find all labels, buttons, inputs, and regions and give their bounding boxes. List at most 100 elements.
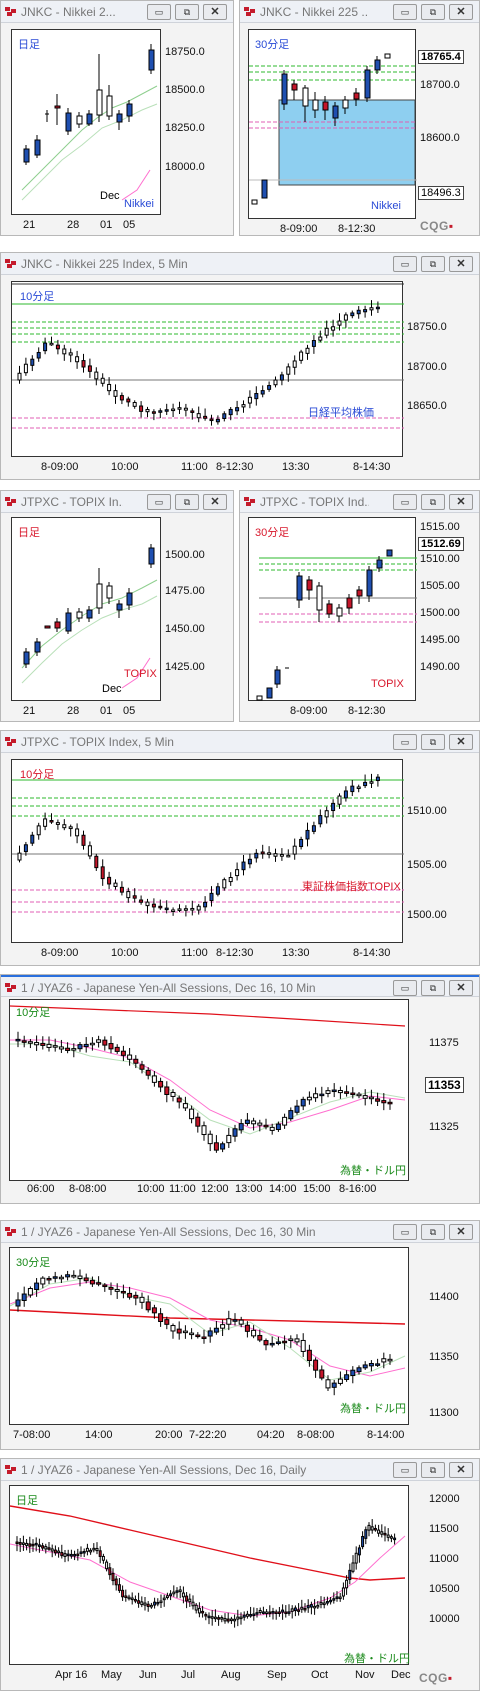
restore-button[interactable]: ⧉ <box>421 980 445 996</box>
title-bar[interactable]: JNKC - Nikkei 225 Index, 5 Min ▭ ⧉ ✕ <box>1 253 479 275</box>
x-tick: Sep <box>267 1669 287 1681</box>
y-tick: 18750.0 <box>407 321 447 333</box>
minimize-button[interactable]: ▭ <box>393 256 417 272</box>
y-tick: 11400 <box>429 1291 459 1303</box>
chart-plot[interactable]: 10分足 東証株価指数TOPIX <box>11 759 404 943</box>
candle-body <box>356 309 361 315</box>
candle-body <box>34 1042 40 1046</box>
close-button[interactable]: ✕ <box>449 256 473 272</box>
minimize-button[interactable]: ▭ <box>147 494 171 510</box>
candle-body <box>255 1612 259 1615</box>
restore-button[interactable]: ⧉ <box>421 494 445 510</box>
window-title: JTPXC - TOPIX Index, 5 Min <box>21 735 174 749</box>
close-button[interactable]: ✕ <box>449 980 473 996</box>
candle-body <box>383 1532 387 1536</box>
close-button[interactable]: ✕ <box>449 734 473 750</box>
chart-plot[interactable]: 30分足 為替・ドル円 <box>9 1247 409 1425</box>
chart-plot[interactable]: 日足 TOPIX Dec <box>11 517 161 701</box>
yen-daily-window[interactable]: 1 / JYAZ6 - Japanese Yen-All Sessions, D… <box>0 1458 480 1691</box>
candle-body <box>127 1596 131 1600</box>
x-tick: 13:00 <box>235 1183 263 1195</box>
restore-button[interactable]: ⧉ <box>175 494 199 510</box>
candle-body <box>177 407 182 410</box>
candle-body <box>356 1367 362 1373</box>
title-bar[interactable]: JTPXC - TOPIX Index, 5 Min ▭ ⧉ ✕ <box>1 731 479 753</box>
candle-body <box>207 1330 213 1337</box>
close-button[interactable]: ✕ <box>203 494 227 510</box>
close-button[interactable]: ✕ <box>449 1224 473 1240</box>
minimize-button[interactable]: ▭ <box>393 980 417 996</box>
chart-plot[interactable]: 30分足 TOPIX <box>248 517 417 701</box>
chart-svg <box>10 1005 406 1153</box>
candle-body <box>183 407 188 411</box>
restore-button[interactable]: ⧉ <box>421 256 445 272</box>
candle-body <box>319 1093 325 1097</box>
candle-body <box>282 1116 288 1126</box>
candle-body <box>172 1591 176 1595</box>
candle-body <box>335 1596 339 1599</box>
restore-button[interactable]: ⧉ <box>421 4 445 20</box>
candle-body <box>164 1319 170 1325</box>
yen-30min-window[interactable]: 1 / JYAZ6 - Japanese Yen-All Sessions, D… <box>0 1220 480 1450</box>
chart-plot[interactable]: 日足 為替・ドル円 <box>9 1485 410 1665</box>
minimize-button[interactable]: ▭ <box>393 734 417 750</box>
candle-body <box>313 1605 317 1609</box>
candle-body <box>337 1089 343 1094</box>
candle-body <box>185 1595 189 1602</box>
y-tick: 1490.00 <box>420 661 460 673</box>
chart-plot[interactable]: 30分足 Nikkei <box>248 29 417 219</box>
candle-body <box>263 1340 269 1346</box>
minimize-button[interactable]: ▭ <box>393 494 417 510</box>
candle-body <box>233 1618 237 1622</box>
title-bar[interactable]: JNKC - Nikkei 2... ▭ ⧉ ✕ <box>1 1 233 23</box>
timeframe-label: 10分足 <box>20 769 55 781</box>
yen-10min-window[interactable]: 1 / JYAZ6 - Japanese Yen-All Sessions, D… <box>0 974 480 1204</box>
title-bar[interactable]: 1 / JYAZ6 - Japanese Yen-All Sessions, D… <box>1 1221 479 1243</box>
minimize-button[interactable]: ▭ <box>393 1224 417 1240</box>
title-bar[interactable]: JNKC - Nikkei 225 ... ▭ ⧉ ✕ <box>240 1 479 23</box>
candle-body <box>254 393 259 400</box>
close-button[interactable]: ✕ <box>203 4 227 20</box>
candle-body <box>139 1064 145 1070</box>
close-button[interactable]: ✕ <box>449 494 473 510</box>
restore-button[interactable]: ⧉ <box>175 4 199 20</box>
topix-daily-window[interactable]: JTPXC - TOPIX In... ▭ ⧉ ✕ 日足 TO <box>0 490 234 722</box>
candle-body <box>77 1044 83 1050</box>
candle-body <box>146 1603 150 1608</box>
chart-svg <box>21 544 158 689</box>
candle-body <box>292 845 297 855</box>
title-bar[interactable]: 1 / JYAZ6 - Japanese Yen-All Sessions, D… <box>1 975 479 997</box>
chart-plot[interactable]: 10分足 日経平均株価 <box>11 281 404 457</box>
chart-plot[interactable]: 10分足 為替・ドル円 <box>9 999 409 1181</box>
minimize-button[interactable]: ▭ <box>147 4 171 20</box>
candle-body <box>23 363 28 374</box>
candle-body <box>21 1040 27 1043</box>
close-button[interactable]: ✕ <box>449 1462 473 1478</box>
x-tick: 10:00 <box>111 947 139 959</box>
y-axis: 11375 11353 11325 <box>413 999 479 1181</box>
topix-30min-window[interactable]: JTPXC - TOPIX Ind... ▭ ⧉ ✕ <box>239 490 480 722</box>
restore-button[interactable]: ⧉ <box>421 1462 445 1478</box>
title-bar[interactable]: 1 / JYAZ6 - Japanese Yen-All Sessions, D… <box>1 1459 479 1481</box>
x-tick: 8-14:30 <box>353 461 391 473</box>
chart-plot[interactable]: 日足 Dec Nikkei <box>11 29 161 215</box>
candle-body <box>258 1609 262 1613</box>
title-bar[interactable]: JTPXC - TOPIX In... ▭ ⧉ ✕ <box>1 491 233 513</box>
nikkei-daily-window[interactable]: JNKC - Nikkei 2... ▭ ⧉ ✕ 日足 Dec <box>0 0 234 236</box>
candle-body <box>178 1589 182 1593</box>
minimize-button[interactable]: ▭ <box>393 4 417 20</box>
x-tick: May <box>101 1669 122 1681</box>
nikkei-5min-window[interactable]: JNKC - Nikkei 225 Index, 5 Min ▭ ⧉ ✕ 10分足 … <box>0 252 480 480</box>
title-bar[interactable]: JTPXC - TOPIX Ind... ▭ ⧉ ✕ <box>240 491 479 513</box>
restore-button[interactable]: ⧉ <box>421 1224 445 1240</box>
minimize-button[interactable]: ▭ <box>393 1462 417 1478</box>
restore-button[interactable]: ⧉ <box>421 734 445 750</box>
nikkei-30min-window[interactable]: JNKC - Nikkei 225 ... ▭ ⧉ ✕ <box>239 0 480 236</box>
instrument-label: TOPIX <box>371 678 404 690</box>
candle-body <box>43 342 48 352</box>
candle-body <box>57 1550 61 1554</box>
y-tick: 11500 <box>429 1523 459 1535</box>
topix-5min-window[interactable]: JTPXC - TOPIX Index, 5 Min ▭ ⧉ ✕ 10分足 東証株価… <box>0 730 480 966</box>
close-button[interactable]: ✕ <box>449 4 473 20</box>
candle-body <box>338 1596 342 1600</box>
